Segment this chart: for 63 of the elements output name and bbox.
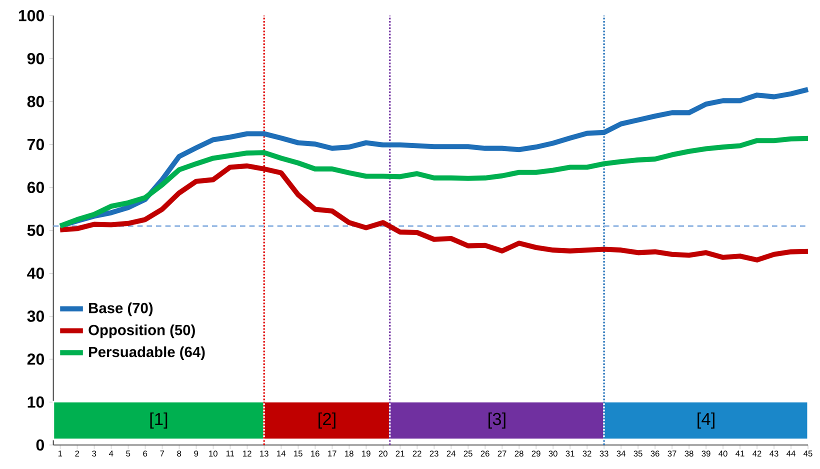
x-tick-label: 42 [752,450,762,456]
x-tick-label: 32 [582,450,592,457]
band-label: [4] [698,412,714,429]
legend-label: Persuadable (64) [89,346,205,360]
x-tick-label: 22 [412,450,422,456]
x-tick-label: 37 [668,450,676,457]
x-tick-label: 45 [804,450,812,456]
x-tick-label: 12 [243,450,252,456]
x-tick-label: 11 [226,450,234,456]
x-tick-label: 38 [684,450,694,457]
legend-label: Base (70) [89,302,153,316]
x-tick-label: 17 [328,450,336,456]
x-tick-label: 23 [430,450,438,457]
x-tick-label: 2 [75,450,80,456]
x-tick-label: 4 [108,450,114,456]
x-tick-label: 29 [532,450,540,457]
x-tick-label: 14 [277,450,286,456]
x-tick-label: 36 [650,450,660,457]
x-tick-label: 16 [311,450,320,457]
x-tick-label: 1 [58,450,62,456]
band-label: [2] [318,412,336,429]
x-tick-label: 10 [209,450,218,457]
y-tick-label: 70 [28,138,44,150]
band-label: [1] [150,412,168,429]
x-tick-label: 28 [514,450,524,457]
x-tick-label: 27 [498,450,506,456]
legend-label: Opposition (50) [88,324,195,338]
x-tick-label: 43 [770,450,778,457]
x-tick-label: 33 [600,450,608,457]
y-tick-label: 80 [27,96,44,108]
x-tick-label: 34 [616,450,626,457]
x-tick-label: 9 [194,450,198,457]
y-tick-label: 20 [27,353,44,365]
x-tick-label: 40 [718,450,728,457]
x-tick-label: 39 [702,450,710,457]
y-tick-label: 50 [27,224,44,236]
x-tick-label: 26 [480,450,490,457]
y-tick-label: 0 [36,439,44,451]
y-tick-label: 30 [27,310,44,322]
x-tick-label: 24 [446,450,456,456]
y-tick-label: 10 [28,396,44,408]
x-tick-label: 30 [548,450,558,457]
x-tick-label: 5 [126,450,130,456]
x-tick-label: 20 [378,450,388,457]
x-tick-label: 6 [143,450,148,457]
x-tick-label: 31 [566,450,574,457]
y-tick-label: 90 [27,52,44,64]
y-tick-label: 40 [27,268,44,279]
x-tick-label: 7 [160,450,164,456]
x-tick-label: 8 [177,450,182,457]
x-tick-label: 44 [786,450,796,456]
x-tick-label: 3 [92,450,96,457]
x-tick-label: 18 [345,450,354,457]
y-tick-label: 60 [27,182,44,194]
y-tick-label: 100 [18,10,44,22]
x-tick-label: 25 [464,450,472,457]
x-tick-label: 13 [260,450,268,457]
x-tick-label: 21 [396,450,404,456]
band-label: [3] [488,412,506,429]
x-tick-label: 15 [294,450,302,456]
x-tick-label: 19 [362,450,370,457]
x-tick-label: 41 [736,450,744,456]
x-tick-label: 35 [634,450,642,457]
